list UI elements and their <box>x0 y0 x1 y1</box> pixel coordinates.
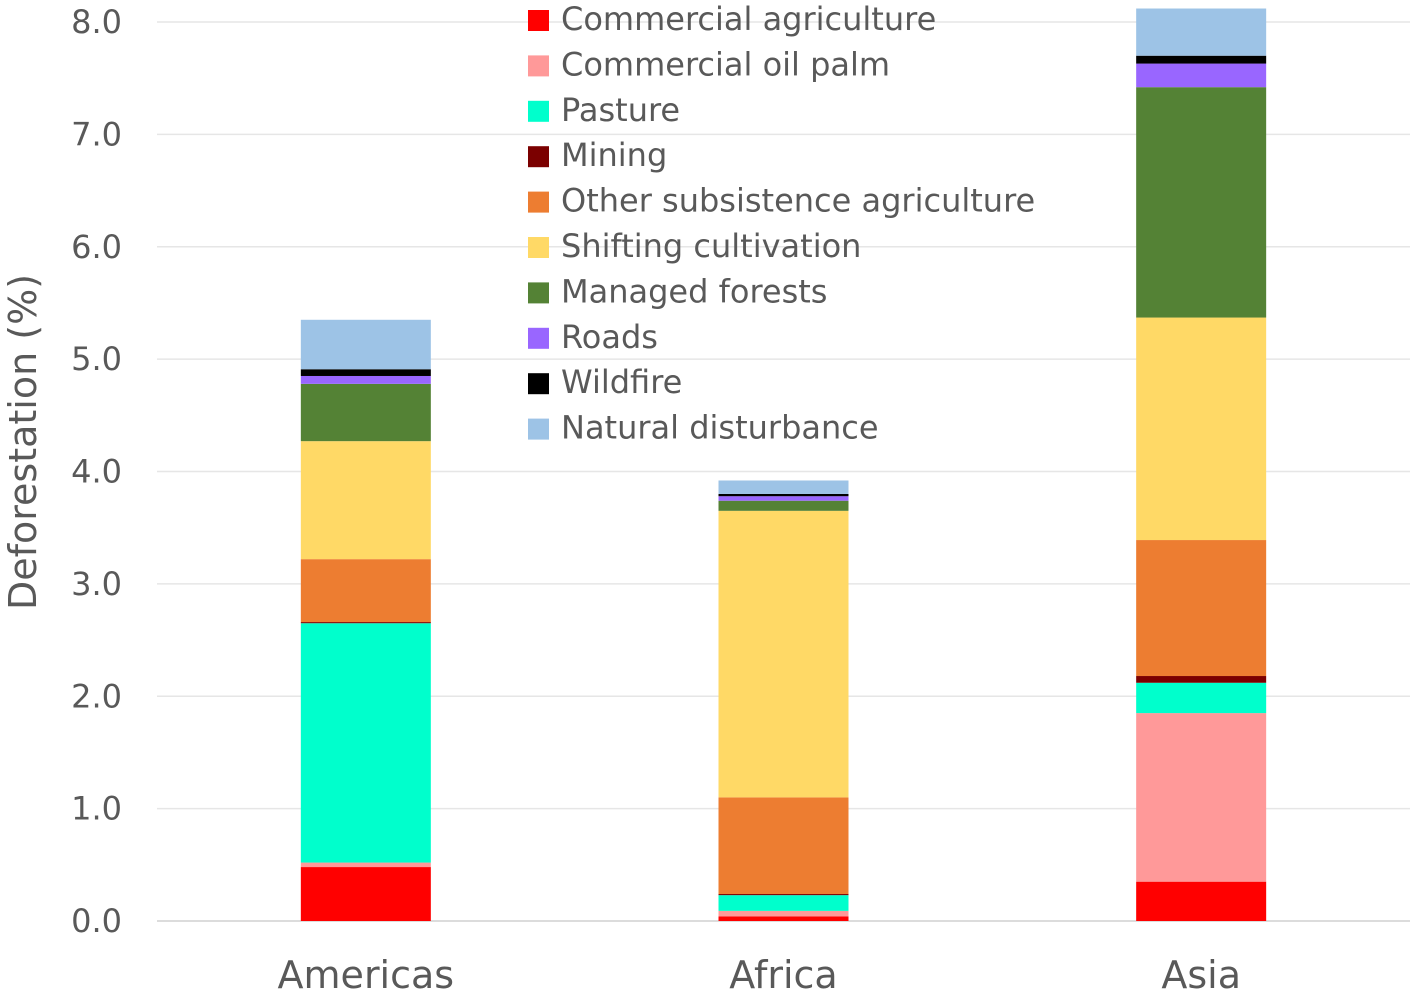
y-tick-label: 4.0 <box>71 453 122 491</box>
bar-segment-mining <box>300 622 431 624</box>
bar-segment-managed-forests <box>718 500 849 511</box>
legend-item: Managed forests <box>528 272 827 310</box>
bar-segment-natural-disturbance <box>1136 8 1267 56</box>
bar-stack-africa <box>718 480 849 921</box>
legend-label: Managed forests <box>561 272 827 310</box>
legend-swatch <box>528 191 549 213</box>
bar-stack-asia <box>1136 8 1267 921</box>
bar-segment-managed-forests <box>1136 87 1267 318</box>
legend-swatch <box>528 146 549 168</box>
legend-swatch <box>528 282 549 304</box>
legend-label: Pasture <box>561 91 680 129</box>
legend-label: Wildfire <box>561 363 682 401</box>
legend-item: Other subsistence agriculture <box>528 182 1035 220</box>
bar-segment-commercial-oil-palm <box>718 910 849 917</box>
legend-swatch <box>528 100 549 122</box>
x-tick-label: Americas <box>278 953 455 995</box>
bar-segment-managed-forests <box>300 383 431 442</box>
bars <box>300 8 1267 921</box>
legend-label: Shifting cultivation <box>561 227 861 265</box>
legend-label: Mining <box>561 136 667 174</box>
legend-label: Roads <box>561 318 658 356</box>
y-tick-label: 1.0 <box>71 790 122 828</box>
bar-segment-pasture <box>1136 682 1267 714</box>
y-tick-label: 6.0 <box>71 228 122 266</box>
bar-segment-mining <box>1136 676 1267 683</box>
y-axis-label: Deforestation (%) <box>1 274 45 610</box>
bar-segment-other-subsistence-agriculture <box>718 797 849 895</box>
bar-segment-natural-disturbance <box>718 480 849 494</box>
bar-segment-shifting-cultivation <box>300 441 431 560</box>
bar-segment-wildfire <box>1136 55 1267 64</box>
bar-segment-pasture <box>300 623 431 863</box>
bar-segment-roads <box>300 375 431 384</box>
bar-segment-wildfire <box>300 369 431 376</box>
y-tick-label: 2.0 <box>71 677 122 715</box>
legend-label: Commercial agriculture <box>561 0 936 38</box>
legend: Commercial agriculture Commercial oil pal… <box>528 0 1035 447</box>
legend-item: Pasture <box>528 91 680 129</box>
y-axis-ticks: 0.0 1.0 2.0 3.0 4.0 5.0 6.0 7.0 8.0 <box>71 3 122 940</box>
bar-segment-natural-disturbance <box>300 319 431 370</box>
legend-item: Commercial oil palm <box>528 45 890 83</box>
bar-segment-commercial-oil-palm <box>300 862 431 868</box>
legend-swatch <box>528 373 549 395</box>
bar-segment-commercial-agriculture <box>300 867 431 921</box>
legend-swatch <box>528 327 549 349</box>
bar-segment-pasture <box>718 895 849 911</box>
bar-segment-commercial-agriculture <box>718 916 849 921</box>
y-tick-label: 0.0 <box>71 902 122 940</box>
bar-segment-shifting-cultivation <box>718 510 849 798</box>
legend-item: Wildfire <box>528 363 682 401</box>
bar-stack-americas <box>300 319 431 921</box>
legend-swatch <box>528 237 549 258</box>
x-tick-label: Africa <box>729 953 837 995</box>
bar-segment-roads <box>1136 63 1267 88</box>
legend-item: Roads <box>528 318 658 356</box>
legend-item: Commercial agriculture <box>528 0 936 38</box>
y-tick-label: 7.0 <box>71 115 122 153</box>
legend-swatch <box>528 55 549 77</box>
y-tick-label: 8.0 <box>71 3 122 41</box>
legend-label: Other subsistence agriculture <box>561 182 1035 220</box>
bar-segment-roads <box>718 496 849 501</box>
legend-item: Shifting cultivation <box>528 227 861 265</box>
legend-swatch <box>528 418 549 440</box>
legend-label: Commercial oil palm <box>561 45 890 83</box>
x-axis-ticks: Americas Africa Asia <box>278 953 1241 995</box>
y-tick-label: 3.0 <box>71 565 122 603</box>
bar-segment-commercial-oil-palm <box>1136 713 1267 882</box>
y-tick-label: 5.0 <box>71 340 122 378</box>
bar-segment-wildfire <box>718 493 849 497</box>
legend-item: Natural disturbance <box>528 409 879 447</box>
bar-segment-other-subsistence-agriculture <box>1136 540 1267 677</box>
bar-segment-commercial-agriculture <box>1136 881 1267 921</box>
legend-item: Mining <box>528 136 667 174</box>
bar-segment-other-subsistence-agriculture <box>300 559 431 623</box>
bar-segment-mining <box>718 894 849 896</box>
x-tick-label: Asia <box>1161 953 1241 995</box>
legend-swatch <box>528 10 549 31</box>
legend-label: Natural disturbance <box>561 409 879 447</box>
bar-segment-shifting-cultivation <box>1136 317 1267 541</box>
